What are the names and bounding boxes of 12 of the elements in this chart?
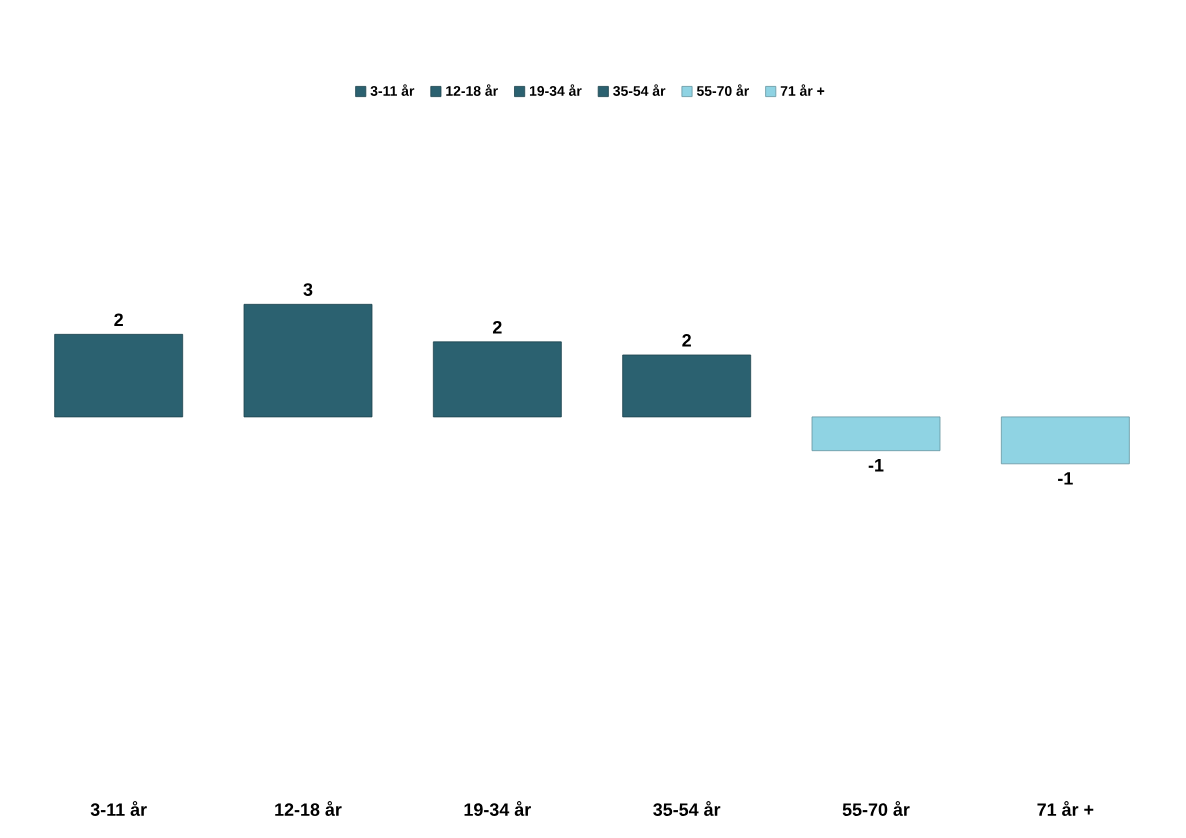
- x-tick-label: 55-70 år: [842, 801, 910, 816]
- data-label: -1: [1058, 472, 1073, 485]
- data-label: 2: [682, 334, 691, 347]
- x-tick-label: 35-54 år: [653, 801, 721, 816]
- data-label: -1: [868, 459, 884, 472]
- data-label: 2: [114, 313, 123, 326]
- data-label: 2: [492, 320, 502, 334]
- x-tick-label: 19-34 år: [464, 801, 531, 816]
- data-label: 3: [303, 283, 313, 296]
- x-tick-label: 12-18 år: [275, 801, 342, 816]
- x-tick-label: 71 år +: [1037, 801, 1094, 816]
- x-tick-label: 3-11 år: [90, 801, 147, 816]
